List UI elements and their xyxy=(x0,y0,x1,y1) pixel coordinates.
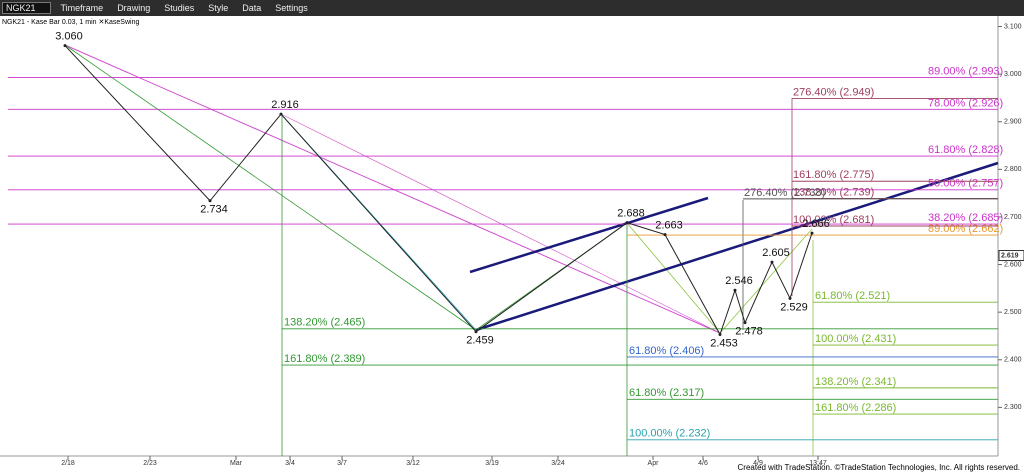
swing-label: 2.605 xyxy=(762,247,790,259)
trend-line xyxy=(719,228,813,334)
level-label: 138.20% (2.465) xyxy=(284,317,365,329)
swing-point xyxy=(770,260,774,264)
toolbar-item[interactable]: NGK21 xyxy=(2,2,51,14)
swing-label: 3.060 xyxy=(55,30,83,42)
swing-point xyxy=(474,330,478,334)
level-label: 61.80% (2.406) xyxy=(629,345,704,357)
swing-label: 2.546 xyxy=(725,275,753,287)
channel-line xyxy=(475,161,999,332)
level-label: 61.80% (2.521) xyxy=(815,290,890,302)
swing-point xyxy=(718,333,722,337)
level-label: 138.20% (2.341) xyxy=(815,376,896,388)
swing-label: 2.478 xyxy=(735,326,763,338)
x-tick-label: 3/24 xyxy=(551,460,565,467)
toolbar-item[interactable]: Studies xyxy=(164,3,195,13)
x-tick-label: 13:47 xyxy=(809,460,827,467)
y-tick-label: 2.900 xyxy=(1004,119,1022,126)
x-tick-label: 3/4 xyxy=(285,460,295,467)
swing-point xyxy=(810,231,814,235)
swing-point xyxy=(788,296,792,300)
x-tick-label: 3/7 xyxy=(337,460,347,467)
swing-point xyxy=(63,44,67,48)
x-tick-label: 2/18 xyxy=(61,460,75,467)
swing-label: 2.916 xyxy=(271,99,299,111)
swing-point xyxy=(743,321,747,325)
swing-label: 2.734 xyxy=(200,204,228,216)
swing-label: 2.663 xyxy=(655,219,683,231)
swing-label: 2.459 xyxy=(466,335,494,347)
swing-label: 2.688 xyxy=(617,208,645,220)
trend-line xyxy=(64,44,477,331)
x-tick-label: 4/6 xyxy=(698,460,708,467)
toolbar-item[interactable]: Settings xyxy=(275,3,308,13)
level-label: 161.80% (2.389) xyxy=(284,353,365,365)
level-label: 161.80% (2.286) xyxy=(815,402,896,414)
level-label: 61.80% (2.317) xyxy=(629,387,704,399)
level-label: 89.00% (2.993) xyxy=(928,65,1003,77)
last-price-label: 2.619 xyxy=(1001,252,1019,259)
swing-label: 2.453 xyxy=(710,337,738,349)
trend-line xyxy=(280,113,721,334)
swing-point xyxy=(663,233,667,237)
x-tick-label: 3/19 xyxy=(485,460,499,467)
y-tick-label: 2.400 xyxy=(1004,357,1022,364)
footer: Created with TradeStation. ©TradeStation… xyxy=(738,463,1021,472)
level-label: 100.00% (2.232) xyxy=(629,428,710,440)
y-tick-label: 2.800 xyxy=(1004,166,1022,173)
toolbar: NGK21 Timeframe Drawing Studies Style Data Set… xyxy=(0,0,1024,16)
swing-point xyxy=(625,221,629,225)
channel-line xyxy=(469,196,709,274)
toolbar-item[interactable]: Timeframe xyxy=(60,3,104,13)
level-label: 276.40% (2.949) xyxy=(793,86,874,98)
level-label: 50.00% (2.757) xyxy=(928,178,1003,190)
y-tick-label: 3.000 xyxy=(1004,71,1022,78)
toolbar-item[interactable]: Drawing xyxy=(117,3,151,13)
level-label: 78.00% (2.926) xyxy=(928,97,1003,109)
swing-line xyxy=(64,45,813,336)
level-label: 100.00% (2.431) xyxy=(815,333,896,345)
x-tick-label: 2/23 xyxy=(143,460,157,467)
x-tick-label: Mar xyxy=(230,460,243,467)
level-label: 276.40% (2.738) xyxy=(744,187,825,199)
y-tick-label: 2.500 xyxy=(1004,309,1022,316)
level-label: 100.00% (2.681) xyxy=(793,214,874,226)
y-tick-label: 2.600 xyxy=(1004,261,1022,268)
level-label: 161.80% (2.775) xyxy=(793,169,874,181)
toolbar-item[interactable]: Data xyxy=(242,3,262,13)
trend-line xyxy=(626,222,721,334)
trend-line xyxy=(64,44,721,334)
y-tick-label: 2.300 xyxy=(1004,404,1022,411)
level-label: 89.00% (2.662) xyxy=(928,223,1003,235)
swing-point xyxy=(279,112,283,116)
level-label: 61.80% (2.828) xyxy=(928,144,1003,156)
toolbar-item[interactable]: Style xyxy=(208,3,229,13)
subtitle: NGK21 - Kase Bar 0.03, 1 min ✕KaseSwing xyxy=(2,19,139,26)
x-tick-label: 3/12 xyxy=(406,460,420,467)
swing-label: 2.529 xyxy=(780,301,808,313)
y-tick-label: 2.700 xyxy=(1004,214,1022,221)
swing-point xyxy=(208,199,212,203)
level-label: 138.20% (2.739) xyxy=(793,186,874,198)
swing-label: 2.666 xyxy=(802,218,830,230)
last-price-box xyxy=(998,250,1024,262)
level-label: 38.20% (2.685) xyxy=(928,212,1003,224)
swing-point xyxy=(733,288,737,292)
x-tick-label: Apr xyxy=(648,460,660,467)
x-tick-label: 4/9 xyxy=(753,460,763,467)
y-tick-label: 3.100 xyxy=(1004,23,1022,30)
